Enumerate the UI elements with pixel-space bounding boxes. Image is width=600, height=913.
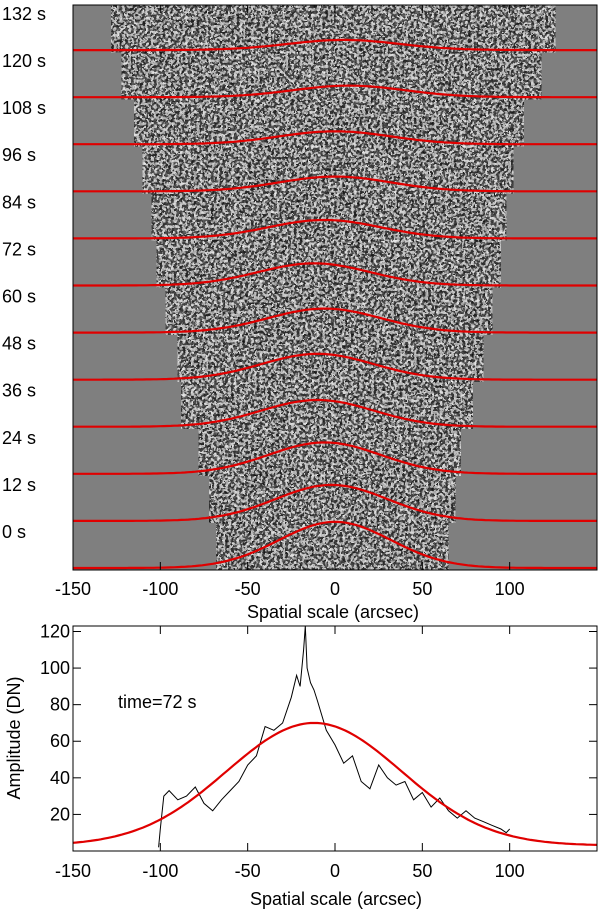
image-row-3: [181, 381, 474, 429]
fit-curve-row-10: [73, 84, 597, 99]
bottom-x-tick-label: -50: [235, 861, 261, 881]
fit-curve-row-6: [73, 262, 597, 287]
row-label-11: 132 s: [2, 4, 46, 24]
top-x-tick-label: 100: [495, 579, 525, 599]
image-row-11: [111, 5, 556, 53]
top-fit-curves: [73, 38, 597, 570]
image-row-5: [165, 287, 493, 335]
bottom-x-tick-label: -150: [55, 861, 91, 881]
image-row-0: [216, 522, 449, 570]
fit-curve-row-2: [73, 441, 597, 475]
fit-curve-row-4: [73, 352, 597, 381]
image-row-8: [142, 146, 514, 194]
top-x-tick-label: -50: [235, 579, 261, 599]
image-row-9: [134, 99, 524, 147]
top-image-rows: [111, 5, 556, 570]
observed-profile-line: [158, 626, 511, 848]
bottom-y-axis-title: Amplitude (DN): [4, 676, 24, 799]
top-row-labels: 0 s 12 s 24 s 36 s 48 s 60 s 72 s 84 s 96 s 108 s…: [2, 4, 46, 542]
bottom-x-tick-label: 50: [412, 861, 432, 881]
bottom-y-ticks: 20 40 60 80 100 120: [40, 622, 597, 824]
bottom-plot-background: [73, 626, 597, 851]
bottom-y-tick-label: 100: [40, 658, 70, 678]
row-label-3: 36 s: [2, 381, 36, 401]
top-x-axis-title: Spatial scale (arcsec): [247, 602, 419, 622]
fit-curve-row-11: [73, 38, 597, 52]
top-x-tick-label: 50: [412, 579, 432, 599]
image-row-1: [209, 475, 456, 523]
row-label-2: 24 s: [2, 428, 36, 448]
bottom-x-axis-title: Spatial scale (arcsec): [250, 889, 422, 909]
gaussian-fit-line: [73, 721, 597, 846]
fit-curve-row-3: [73, 398, 597, 428]
row-label-8: 96 s: [2, 145, 36, 165]
bottom-x-ticks: -150 -100 -50 0 50 100: [55, 626, 525, 881]
image-row-10: [121, 52, 542, 100]
image-row-7: [151, 193, 507, 241]
image-row-2: [198, 428, 461, 476]
row-label-10: 120 s: [2, 51, 46, 71]
row-label-7: 84 s: [2, 192, 36, 212]
row-label-5: 60 s: [2, 287, 36, 307]
fit-curve-row-8: [73, 175, 597, 193]
fit-curve-row-5: [73, 307, 597, 334]
top-x-tick-label: -150: [55, 579, 91, 599]
row-label-1: 12 s: [2, 475, 36, 495]
bottom-y-tick-label: 80: [50, 695, 70, 715]
top-panel: 0 s 12 s 24 s 36 s 48 s 60 s 72 s 84 s 96 s 108 s…: [2, 4, 598, 622]
bottom-series: [73, 626, 597, 848]
row-label-4: 48 s: [2, 334, 36, 354]
bottom-x-tick-label: -100: [142, 861, 178, 881]
row-label-0: 0 s: [2, 522, 26, 542]
bottom-x-tick-label: 0: [330, 861, 340, 881]
fit-curve-row-9: [73, 130, 597, 146]
row-label-6: 72 s: [2, 239, 36, 259]
bottom-x-tick-label: 100: [495, 861, 525, 881]
fit-curve-row-7: [73, 218, 597, 240]
bottom-y-tick-label: 120: [40, 622, 70, 642]
top-x-ticks: -150 -100 -50 0 50 100: [55, 5, 525, 599]
image-row-4: [177, 334, 484, 382]
bottom-y-tick-label: 40: [50, 768, 70, 788]
fit-curve-row-1: [73, 483, 597, 522]
top-x-tick-label: 0: [330, 579, 340, 599]
top-x-tick-label: -100: [142, 579, 178, 599]
bottom-panel: -150 -100 -50 0 50 100 20 40 60 80 100 120 time=72…: [4, 622, 598, 909]
bottom-annotation: time=72 s: [118, 692, 197, 712]
row-label-9: 108 s: [2, 98, 46, 118]
bottom-y-tick-label: 20: [50, 804, 70, 824]
bottom-y-tick-label: 60: [50, 731, 70, 751]
